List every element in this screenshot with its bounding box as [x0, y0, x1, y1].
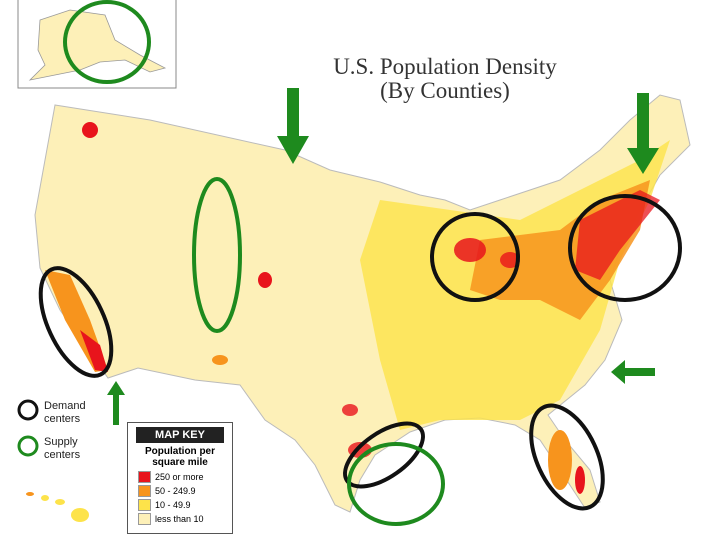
swatch [138, 471, 151, 483]
map-key: MAP KEY Population per square mile 250 o… [127, 422, 233, 534]
key-row: less than 10 [138, 513, 232, 525]
supply-circles [63, 0, 445, 526]
map-title: U.S. Population Density [333, 54, 557, 79]
key-label: 250 or more [155, 472, 204, 482]
map-key-title: MAP KEY [136, 427, 224, 443]
key-label: 50 - 249.9 [155, 486, 196, 496]
legend-label: Supply centers [44, 436, 81, 461]
arrows [107, 88, 659, 425]
key-label: 10 - 49.9 [155, 500, 191, 510]
key-row: 10 - 49.9 [138, 499, 232, 511]
swatch [138, 513, 151, 525]
key-label: less than 10 [155, 514, 204, 524]
key-row: 250 or more [138, 471, 232, 483]
swatch [138, 485, 151, 497]
alaska-inset [17, 0, 177, 89]
legend-label: Demand centers [44, 400, 86, 425]
map-key-heading: Population per square mile [145, 446, 215, 468]
key-row: 50 - 249.9 [138, 485, 232, 497]
supply-symbol [17, 435, 39, 457]
map-subtitle: (By Counties) [380, 78, 510, 103]
swatch [138, 499, 151, 511]
hawaii-inset [26, 492, 89, 522]
density-patches [45, 122, 670, 494]
demand-symbol [17, 399, 39, 421]
